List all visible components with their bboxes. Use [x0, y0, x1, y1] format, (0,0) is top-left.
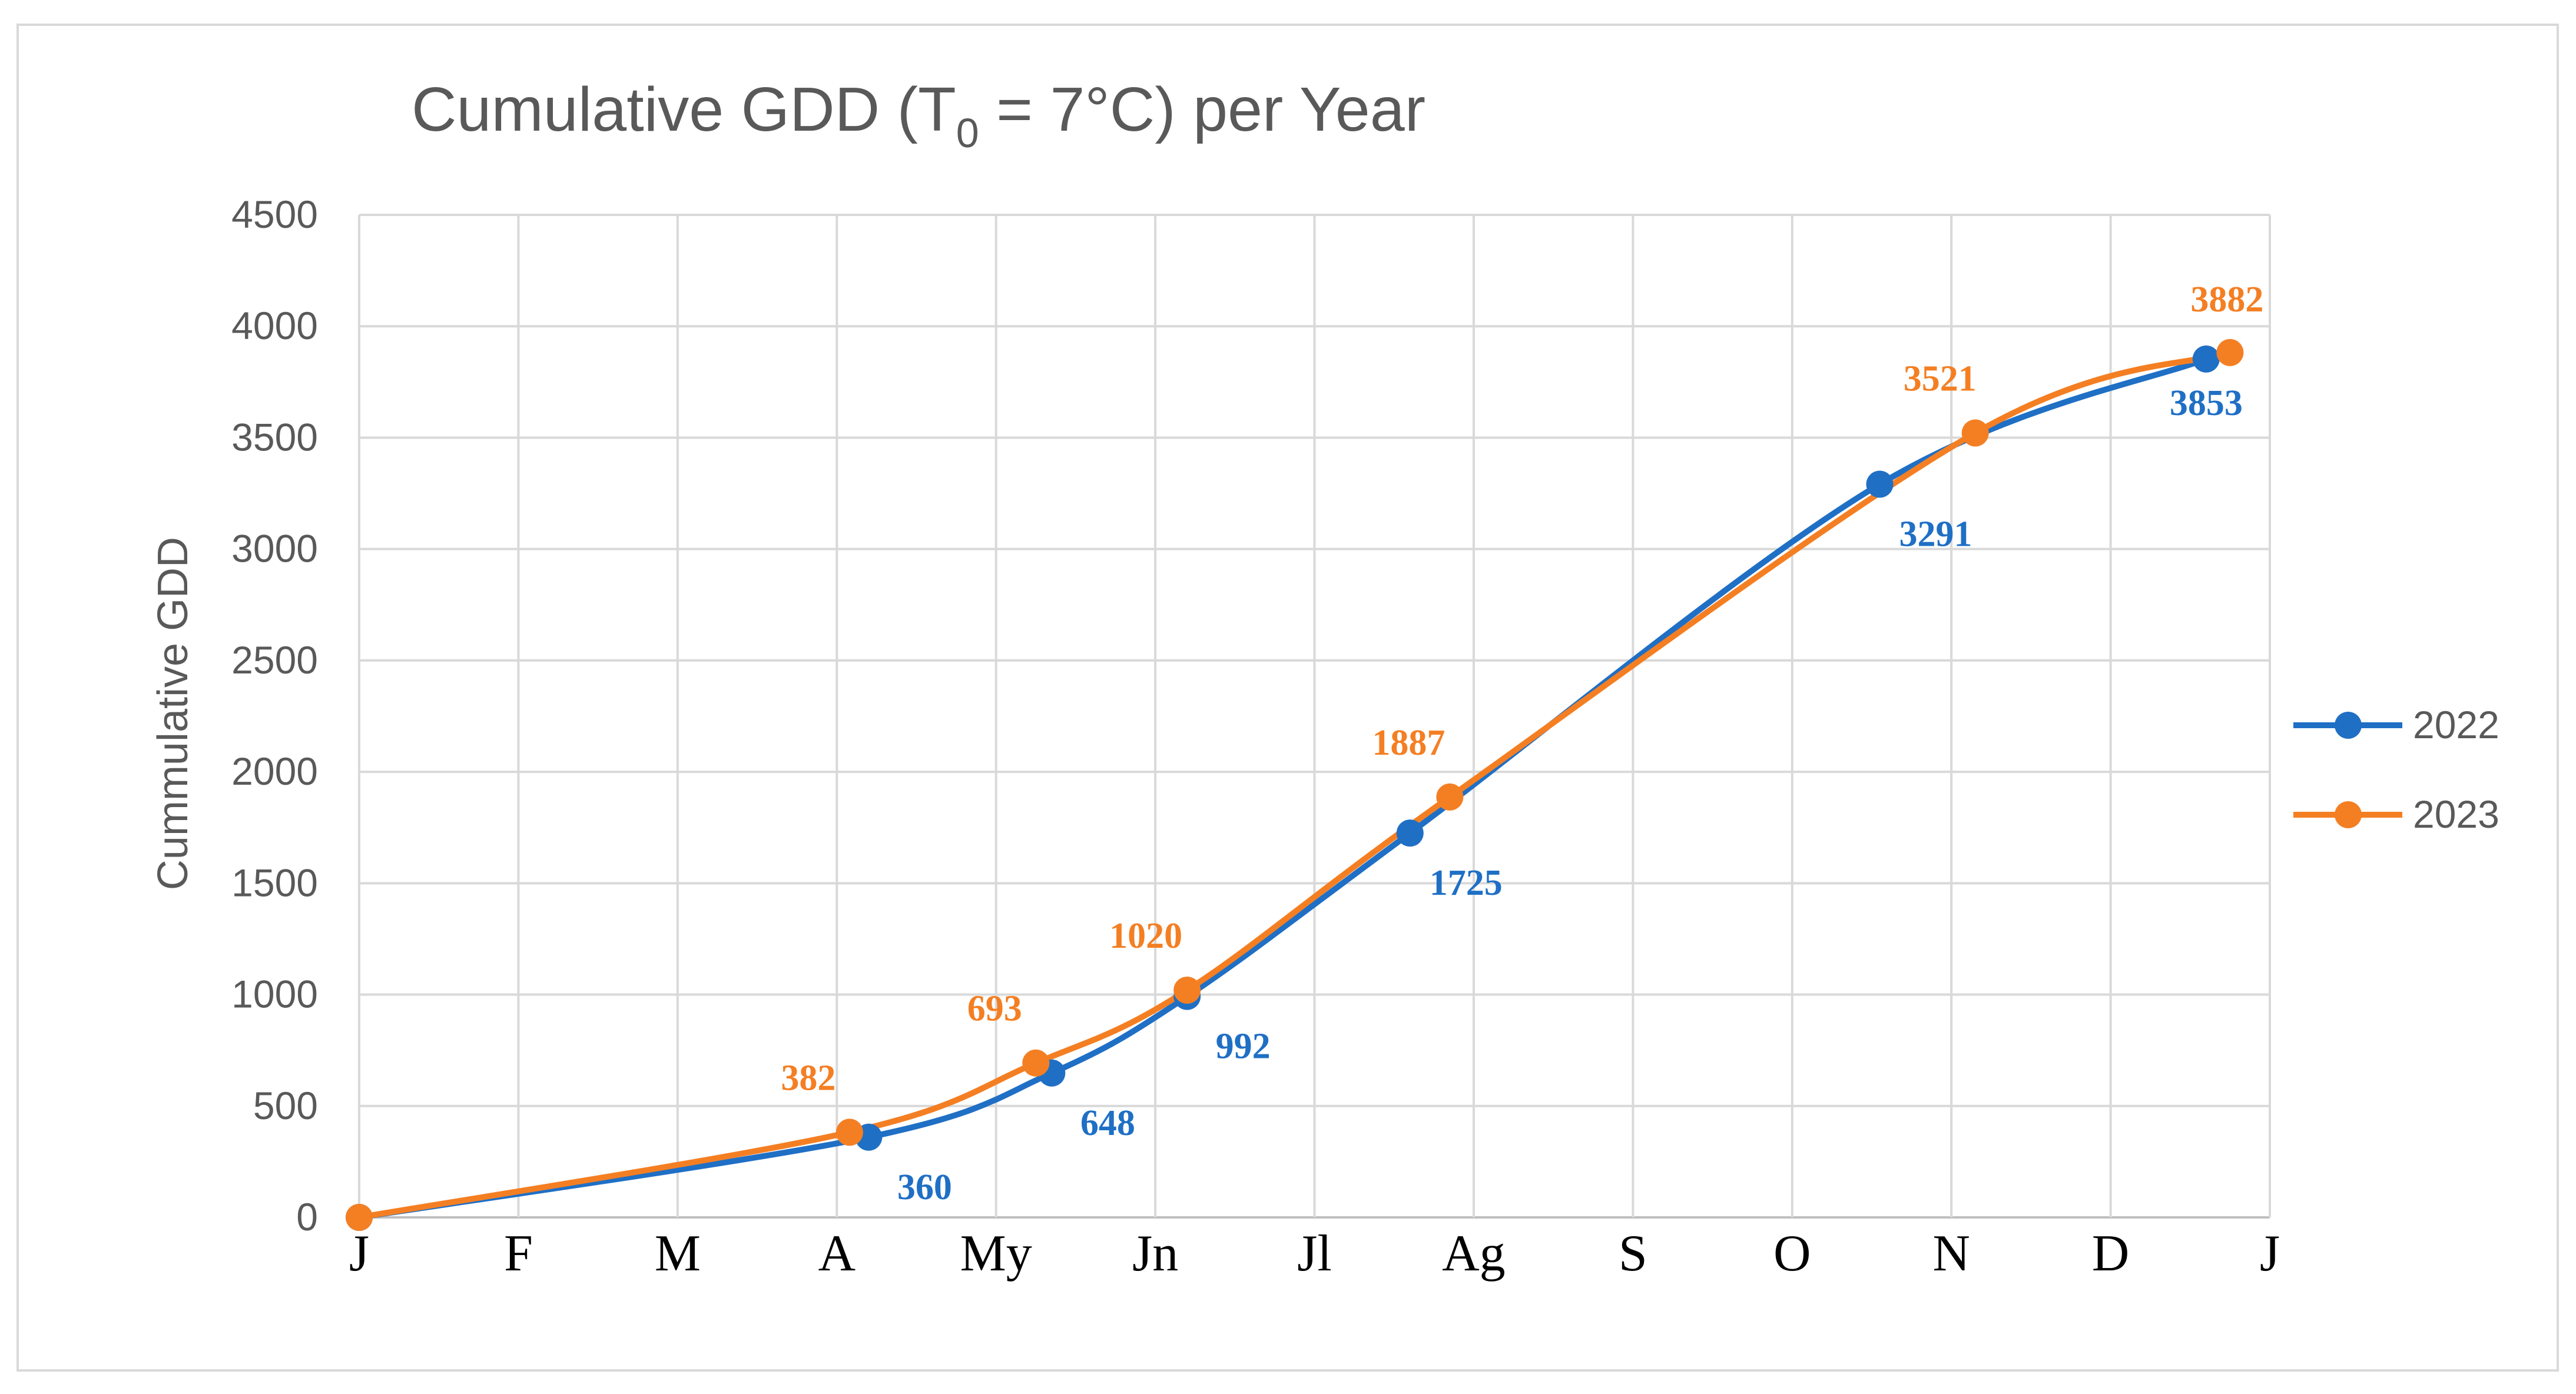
legend-label-2023: 2023 — [2413, 792, 2499, 836]
data-point-2022 — [1866, 470, 1894, 498]
data-point-2023 — [2216, 338, 2244, 366]
data-point-2023 — [1436, 783, 1464, 811]
data-label-2022: 3853 — [2170, 383, 2243, 423]
y-tick-label: 2000 — [231, 749, 318, 793]
y-tick-label: 500 — [253, 1084, 318, 1127]
data-label-2023: 693 — [967, 989, 1022, 1029]
x-tick-label: D — [2092, 1225, 2130, 1282]
data-point-2023 — [346, 1204, 373, 1231]
x-tick-label: F — [504, 1225, 533, 1282]
x-tick-label: Jn — [1132, 1225, 1178, 1282]
y-tick-label: 4500 — [231, 192, 318, 236]
x-tick-label: S — [1619, 1225, 1647, 1282]
data-label-2023: 1887 — [1372, 723, 1445, 763]
x-tick-label: O — [1773, 1225, 1811, 1282]
data-label-2023: 382 — [781, 1058, 836, 1098]
data-point-2023 — [1961, 419, 1989, 447]
x-tick-label: N — [1932, 1225, 1970, 1282]
x-tick-label: Jl — [1297, 1225, 1332, 1282]
data-label-2023: 3882 — [2190, 280, 2263, 320]
series-line-2023 — [356, 349, 2233, 1220]
data-point-2023 — [836, 1118, 863, 1146]
data-label-2022: 360 — [897, 1167, 952, 1207]
legend-swatch-marker-2022 — [2335, 712, 2362, 739]
data-point-2023 — [1173, 976, 1201, 1004]
grid-layer — [358, 214, 2271, 1219]
y-tick-label: 3000 — [231, 527, 318, 570]
y-axis-label: Cummulative GDD — [150, 537, 197, 890]
chart-frame — [16, 24, 2559, 1372]
series-layer — [346, 338, 2244, 1231]
data-label-2022: 1725 — [1430, 863, 1503, 903]
legend: 2022 2023 — [2293, 703, 2499, 836]
data-label-layer: 360 648 992 1725 3291 3853 382 693 1020 1887 3521 3… — [781, 280, 2263, 1207]
chart-title-main: Cumulative GDD (T — [412, 75, 956, 144]
chart-title-subscript: 0 — [956, 110, 979, 156]
data-label-2023: 1020 — [1109, 916, 1182, 956]
data-point-2023 — [1022, 1049, 1050, 1077]
y-tick-labels: 0 500 1000 1500 2000 2500 3000 3500 4000 4500 — [231, 192, 318, 1239]
x-tick-label: J — [2260, 1225, 2280, 1282]
series-line-2022 — [356, 356, 2209, 1220]
y-tick-label: 2500 — [231, 638, 318, 682]
y-tick-label: 4000 — [231, 304, 318, 347]
x-tick-label: A — [818, 1225, 856, 1282]
data-label-2022: 648 — [1080, 1103, 1135, 1143]
x-tick-label: J — [349, 1225, 369, 1282]
data-label-2022: 992 — [1216, 1027, 1271, 1067]
data-point-2022 — [2192, 345, 2220, 373]
chart-title: Cumulative GDD (T0 = 7°C) per Year — [412, 75, 1425, 156]
x-tick-label: Ag — [1442, 1225, 1506, 1282]
data-label-2023: 3521 — [1904, 359, 1977, 399]
legend-swatch-marker-2023 — [2335, 801, 2362, 828]
x-tick-label: My — [960, 1225, 1032, 1282]
y-tick-label: 1000 — [231, 973, 318, 1016]
x-tick-label: M — [655, 1225, 701, 1282]
y-tick-label: 3500 — [231, 415, 318, 459]
x-tick-labels: J F M A My Jn Jl Ag S O N D J — [349, 1225, 2280, 1282]
legend-label-2022: 2022 — [2413, 703, 2499, 746]
y-tick-label: 1500 — [231, 861, 318, 904]
data-label-2022: 3291 — [1899, 515, 1972, 555]
data-point-2022 — [1396, 819, 1424, 847]
y-tick-label: 0 — [296, 1195, 318, 1239]
chart-title-suffix: = 7°C) per Year — [979, 75, 1425, 144]
